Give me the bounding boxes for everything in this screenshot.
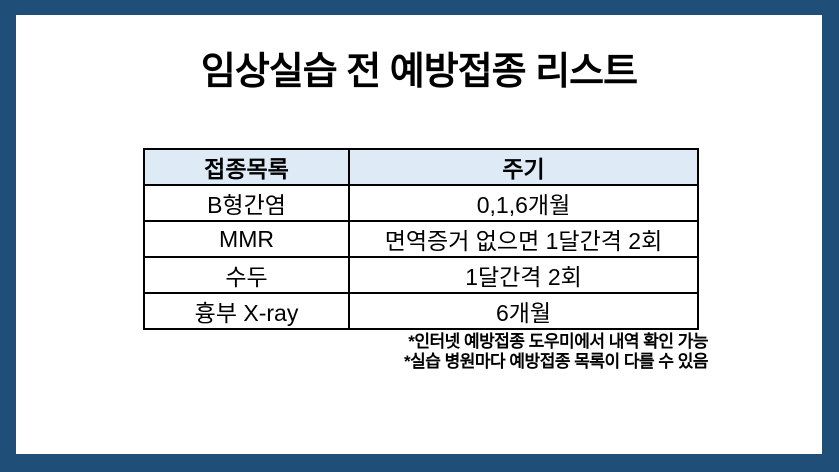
footnote-line: *인터넷 예방접종 도우미에서 내역 확인 가능 bbox=[408, 332, 708, 351]
table-row: B형간염 0,1,6개월 bbox=[143, 184, 699, 222]
cycle-cell: 면역증거 없으면 1달간격 2회 bbox=[348, 220, 699, 258]
vaccine-name-cell: 흉부 X-ray bbox=[143, 292, 350, 330]
vaccine-name-cell: MMR bbox=[143, 220, 350, 258]
vaccination-table: 접종목록 주기 B형간염 0,1,6개월 MMR 면역증거 없으면 1달간격 2… bbox=[143, 148, 699, 330]
table-row: 수두 1달간격 2회 bbox=[143, 256, 699, 294]
table-header-row: 접종목록 주기 bbox=[143, 148, 699, 186]
table-row: 흉부 X-ray 6개월 bbox=[143, 292, 699, 330]
column-header-cycle: 주기 bbox=[348, 148, 699, 186]
page-title: 임상실습 전 예방접종 리스트 bbox=[200, 51, 638, 93]
slide-content: 임상실습 전 예방접종 리스트 접종목록 주기 B형간염 0,1,6개월 MMR bbox=[16, 15, 822, 454]
cycle-cell: 1달간격 2회 bbox=[348, 256, 699, 294]
vaccine-name-cell: 수두 bbox=[143, 256, 350, 294]
footnotes: *인터넷 예방접종 도우미에서 내역 확인 가능 *실습 병원마다 예방접종 목… bbox=[404, 332, 708, 372]
vaccine-name-cell: B형간염 bbox=[143, 184, 350, 222]
column-header-vaccine-list: 접종목록 bbox=[143, 148, 350, 186]
cycle-cell: 0,1,6개월 bbox=[348, 184, 699, 222]
table-row: MMR 면역증거 없으면 1달간격 2회 bbox=[143, 220, 699, 258]
footnote-line: *실습 병원마다 예방접종 목록이 다를 수 있음 bbox=[404, 352, 708, 371]
cycle-cell: 6개월 bbox=[348, 292, 699, 330]
